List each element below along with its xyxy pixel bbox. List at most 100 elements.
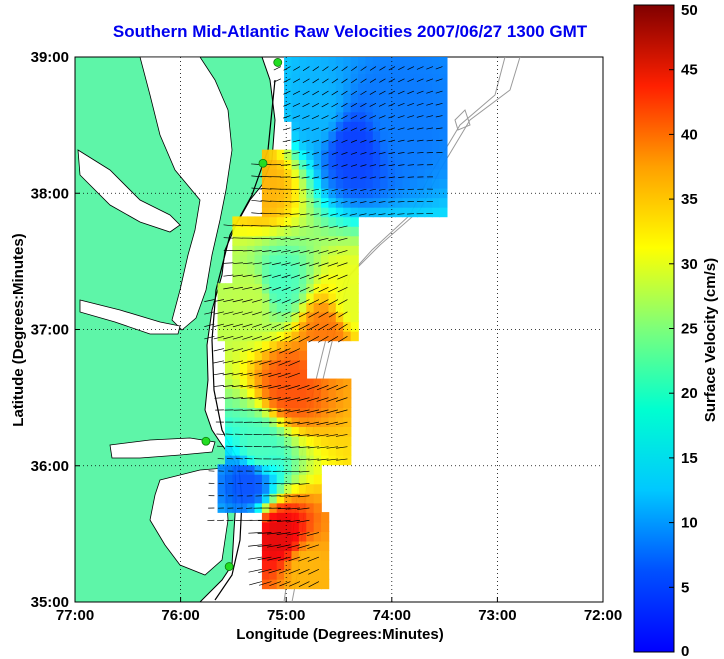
- velocity-cell: [365, 101, 374, 113]
- velocity-cell: [291, 340, 300, 351]
- velocity-cell: [217, 311, 226, 323]
- velocity-cell: [276, 321, 285, 332]
- velocity-vector: [359, 201, 367, 204]
- velocity-cell: [439, 130, 448, 141]
- velocity-vector: [310, 213, 319, 216]
- velocity-cell: [394, 168, 404, 180]
- velocity-cell: [402, 57, 411, 65]
- velocity-vector: [262, 274, 272, 278]
- velocity-cell: [298, 111, 308, 122]
- velocity-vector: [268, 360, 282, 366]
- velocity-cell: [439, 140, 448, 151]
- velocity-cell: [409, 63, 418, 75]
- velocity-cell: [321, 559, 330, 571]
- velocity-cell: [269, 321, 278, 332]
- velocity-cell: [380, 149, 389, 160]
- velocity-cell: [306, 245, 315, 256]
- velocity-cell: [261, 235, 271, 246]
- velocity-cell: [306, 493, 315, 504]
- velocity-cell: [261, 521, 271, 532]
- velocity-vector: [298, 568, 310, 575]
- velocity-cell: [284, 187, 293, 199]
- velocity-vector: [321, 201, 329, 204]
- velocity-cell: [298, 550, 308, 561]
- velocity-vector: [242, 323, 253, 328]
- velocity-cell: [284, 569, 293, 580]
- velocity-vector: [260, 421, 272, 424]
- velocity-cell: [394, 73, 404, 84]
- velocity-cell: [298, 235, 308, 246]
- velocity-vector: [204, 311, 215, 315]
- velocity-vector: [388, 127, 396, 131]
- velocity-cell: [284, 550, 293, 561]
- velocity-cell: [217, 473, 226, 485]
- velocity-cell: [261, 311, 271, 323]
- velocity-cell: [343, 435, 352, 447]
- velocity-cell: [261, 550, 271, 561]
- velocity-cell: [254, 216, 263, 227]
- velocity-cell: [269, 178, 278, 189]
- velocity-cell: [239, 311, 248, 323]
- velocity-cell: [291, 493, 300, 504]
- velocity-vector: [297, 385, 310, 390]
- velocity-cell: [298, 531, 308, 542]
- velocity-cell: [269, 521, 278, 532]
- velocity-cell: [313, 149, 322, 160]
- velocity-cell: [431, 92, 441, 103]
- velocity-cell: [298, 569, 308, 580]
- velocity-cell: [402, 73, 411, 84]
- velocity-cell: [313, 302, 322, 313]
- velocity-vector: [360, 66, 367, 71]
- velocity-cell: [328, 264, 337, 275]
- velocity-vector: [289, 201, 300, 203]
- velocity-vector: [299, 250, 310, 254]
- velocity-cell: [343, 321, 352, 332]
- velocity-cell: [328, 121, 337, 132]
- velocity-cell: [409, 206, 418, 218]
- velocity-cell: [350, 264, 359, 275]
- velocity-vector: [268, 385, 281, 389]
- velocity-cell: [306, 512, 315, 523]
- velocity-cell: [298, 330, 308, 342]
- velocity-cell: [291, 159, 300, 170]
- velocity-cell: [269, 493, 278, 504]
- velocity-cell: [276, 378, 285, 389]
- velocity-cell: [276, 187, 285, 199]
- velocity-cell: [313, 178, 322, 189]
- velocity-cell: [313, 254, 322, 265]
- x-tick-label: 73:00: [478, 607, 516, 624]
- velocity-vector: [223, 224, 234, 227]
- velocity-cell: [365, 82, 374, 94]
- velocity-cell: [350, 292, 359, 304]
- velocity-vector: [341, 176, 348, 179]
- velocity-cell: [239, 378, 248, 389]
- velocity-cell: [358, 73, 367, 84]
- velocity-cell: [439, 111, 448, 122]
- velocity-cell: [350, 73, 359, 84]
- velocity-cell: [328, 225, 337, 237]
- velocity-cell: [284, 454, 293, 466]
- velocity-cell: [424, 82, 433, 94]
- velocity-vector: [232, 360, 243, 364]
- velocity-cell: [321, 149, 330, 160]
- velocity-cell: [224, 493, 234, 504]
- velocity-vector: [223, 286, 234, 290]
- velocity-cell: [343, 283, 352, 294]
- y-axis: 39:00 38:00 37:00 36:00 35:00: [31, 49, 80, 611]
- velocity-cell: [424, 63, 433, 75]
- velocity-cell: [365, 57, 374, 65]
- velocity-cell: [424, 187, 433, 199]
- velocity-cell: [313, 473, 322, 485]
- velocity-vector: [213, 385, 224, 387]
- velocity-cell: [247, 407, 256, 418]
- velocity-cell: [269, 159, 278, 170]
- velocity-vector: [312, 176, 320, 179]
- velocity-vector: [262, 250, 272, 252]
- velocity-cell: [291, 378, 300, 389]
- velocity-cell: [276, 407, 285, 418]
- velocity-vector: [307, 385, 320, 391]
- velocity-vector: [277, 397, 291, 401]
- velocity-cell: [321, 454, 330, 466]
- velocity-cell: [306, 149, 315, 160]
- velocity-cell: [306, 569, 315, 580]
